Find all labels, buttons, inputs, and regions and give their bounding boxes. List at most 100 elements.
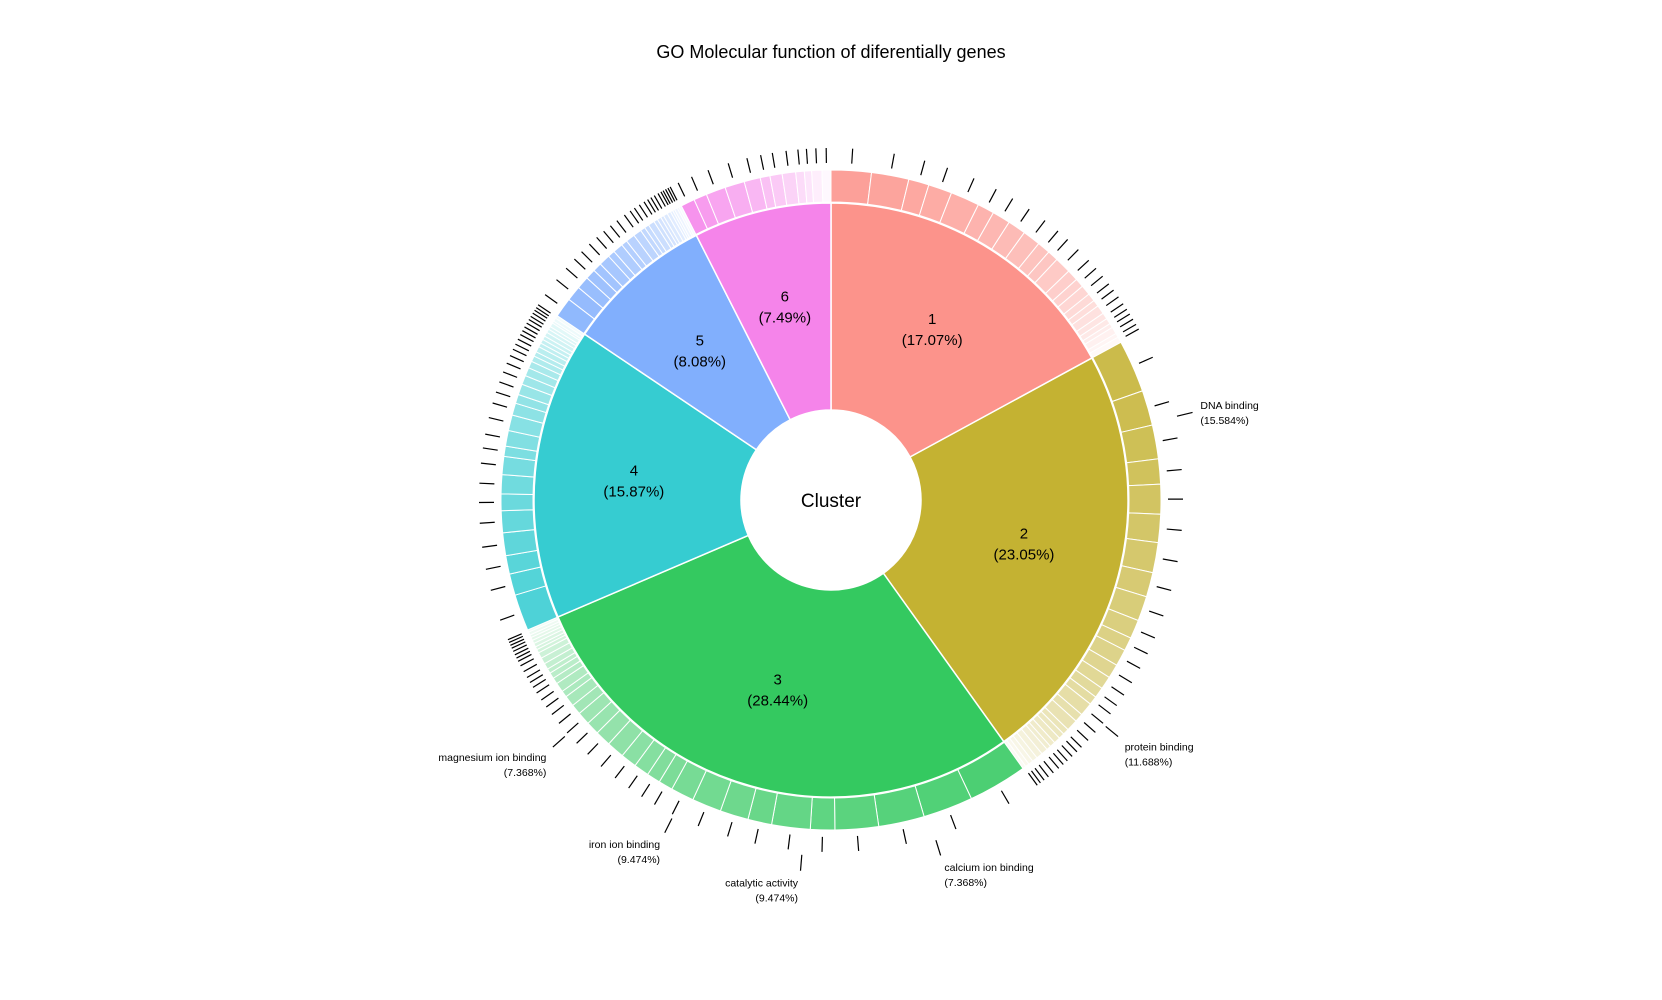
leaf-tick — [600, 754, 612, 767]
leaf-segment — [821, 169, 832, 203]
leaf-tick — [511, 641, 526, 649]
leaf-tick — [1133, 646, 1148, 655]
leaf-tick — [492, 402, 508, 408]
leaf-tick — [1034, 767, 1045, 781]
leaf-tick — [603, 230, 614, 244]
leaf-tick — [1066, 740, 1078, 753]
leaf-tick — [502, 371, 518, 378]
leaf-tick — [653, 791, 663, 805]
leaf-tick — [1116, 313, 1131, 323]
leaf-tick — [641, 783, 651, 798]
cluster-label-6: 6 — [781, 288, 789, 305]
leaf-segment — [830, 169, 873, 205]
leaf-tick — [576, 732, 588, 744]
leaf-tick — [530, 315, 544, 325]
cluster-labels: 1 (17.07%) 2 (23.05%) 3 (28.44%) 4 (15.87%) 5 (8.… — [603, 288, 1054, 709]
leaf-tick — [534, 309, 548, 319]
leaf-tick — [516, 650, 531, 659]
leaf-tick — [662, 190, 671, 205]
leaf-tick — [551, 704, 565, 715]
annotation-leader — [1176, 411, 1193, 417]
leaf-tick — [1110, 303, 1124, 313]
leaf-tick — [1118, 674, 1133, 684]
cluster-pct-1: (17.07%) — [902, 332, 963, 349]
leaf-tick — [1052, 752, 1064, 765]
leaf-tick — [1084, 267, 1097, 279]
leaf-tick — [1043, 760, 1054, 774]
leaf-tick — [488, 416, 504, 422]
leaf-tick — [760, 154, 765, 170]
leaf-tick — [1105, 296, 1119, 307]
outer-ticks — [479, 148, 1184, 852]
leaf-tick — [653, 195, 663, 209]
leaf-tick — [1148, 610, 1164, 617]
leaf-tick — [1119, 318, 1134, 328]
leaf-tick — [526, 322, 540, 332]
leaf-tick — [665, 189, 674, 203]
leaf-tick — [1035, 220, 1046, 233]
leaf-tick — [588, 243, 601, 256]
leaf-tick — [727, 163, 734, 178]
leaf-tick — [647, 199, 656, 213]
center: Cluster — [741, 410, 921, 590]
cluster-label-4: 4 — [630, 462, 638, 479]
leaf-tick — [545, 697, 559, 708]
cluster-label-3: 3 — [774, 672, 782, 689]
leaf-tick — [1038, 764, 1049, 778]
leaf-tick — [1098, 704, 1111, 715]
leaf-tick — [528, 318, 542, 328]
leaf-tick — [587, 743, 599, 755]
leaf-tick — [920, 160, 926, 176]
leaf-tick — [988, 188, 997, 203]
leaf-tick — [479, 521, 495, 524]
leaf-tick — [1166, 468, 1182, 472]
leaf-tick — [660, 191, 669, 206]
annotation-leader — [799, 854, 803, 871]
leaf-tick — [697, 811, 705, 827]
leaf-tick — [1077, 259, 1090, 271]
leaf-tick — [1030, 770, 1041, 784]
leaf-tick — [1061, 745, 1073, 757]
leaf-segment — [1126, 458, 1162, 487]
annotation-term: calcium ion binding — [944, 862, 1033, 874]
leaf-tick — [1004, 198, 1014, 212]
annotation-pct: (9.474%) — [617, 854, 660, 866]
leaf-tick — [1070, 736, 1082, 748]
leaf-tick — [506, 362, 521, 370]
leaf-tick — [482, 447, 498, 451]
cluster-ring — [533, 202, 1129, 798]
leaf-tick — [1125, 328, 1140, 337]
leaf-segment — [500, 493, 534, 512]
leaf-tick — [856, 835, 860, 851]
leaf-tick — [629, 210, 640, 224]
leaf-tick — [509, 354, 524, 363]
leaf-tick — [480, 462, 496, 466]
leaf-tick — [581, 251, 593, 263]
leaf-tick — [485, 565, 501, 570]
annotation-leader — [552, 735, 566, 748]
leaf-segment — [500, 509, 536, 534]
leaf-tick — [1067, 249, 1079, 261]
leaf-tick — [524, 326, 538, 335]
leaf-tick — [707, 169, 714, 185]
leaf-tick — [512, 644, 528, 652]
leaf-tick — [514, 647, 529, 656]
leaf-tick — [616, 220, 627, 233]
leaf-tick — [902, 829, 907, 844]
outer-ring — [500, 169, 1162, 831]
leaf-tick — [643, 201, 653, 215]
leaf-tick — [638, 204, 648, 218]
leaf-tick — [1138, 356, 1153, 364]
leaf-tick — [1091, 713, 1104, 724]
cluster-pct-5: (8.08%) — [674, 354, 727, 371]
leaf-tick — [520, 658, 535, 667]
leaf-tick — [537, 304, 551, 314]
leaf-segment — [834, 794, 880, 831]
annotation-leader — [1105, 725, 1119, 738]
leaf-tick — [544, 294, 558, 304]
leaf-tick — [566, 722, 579, 734]
leaf-tick — [1047, 230, 1059, 243]
leaf-tick — [942, 167, 949, 183]
